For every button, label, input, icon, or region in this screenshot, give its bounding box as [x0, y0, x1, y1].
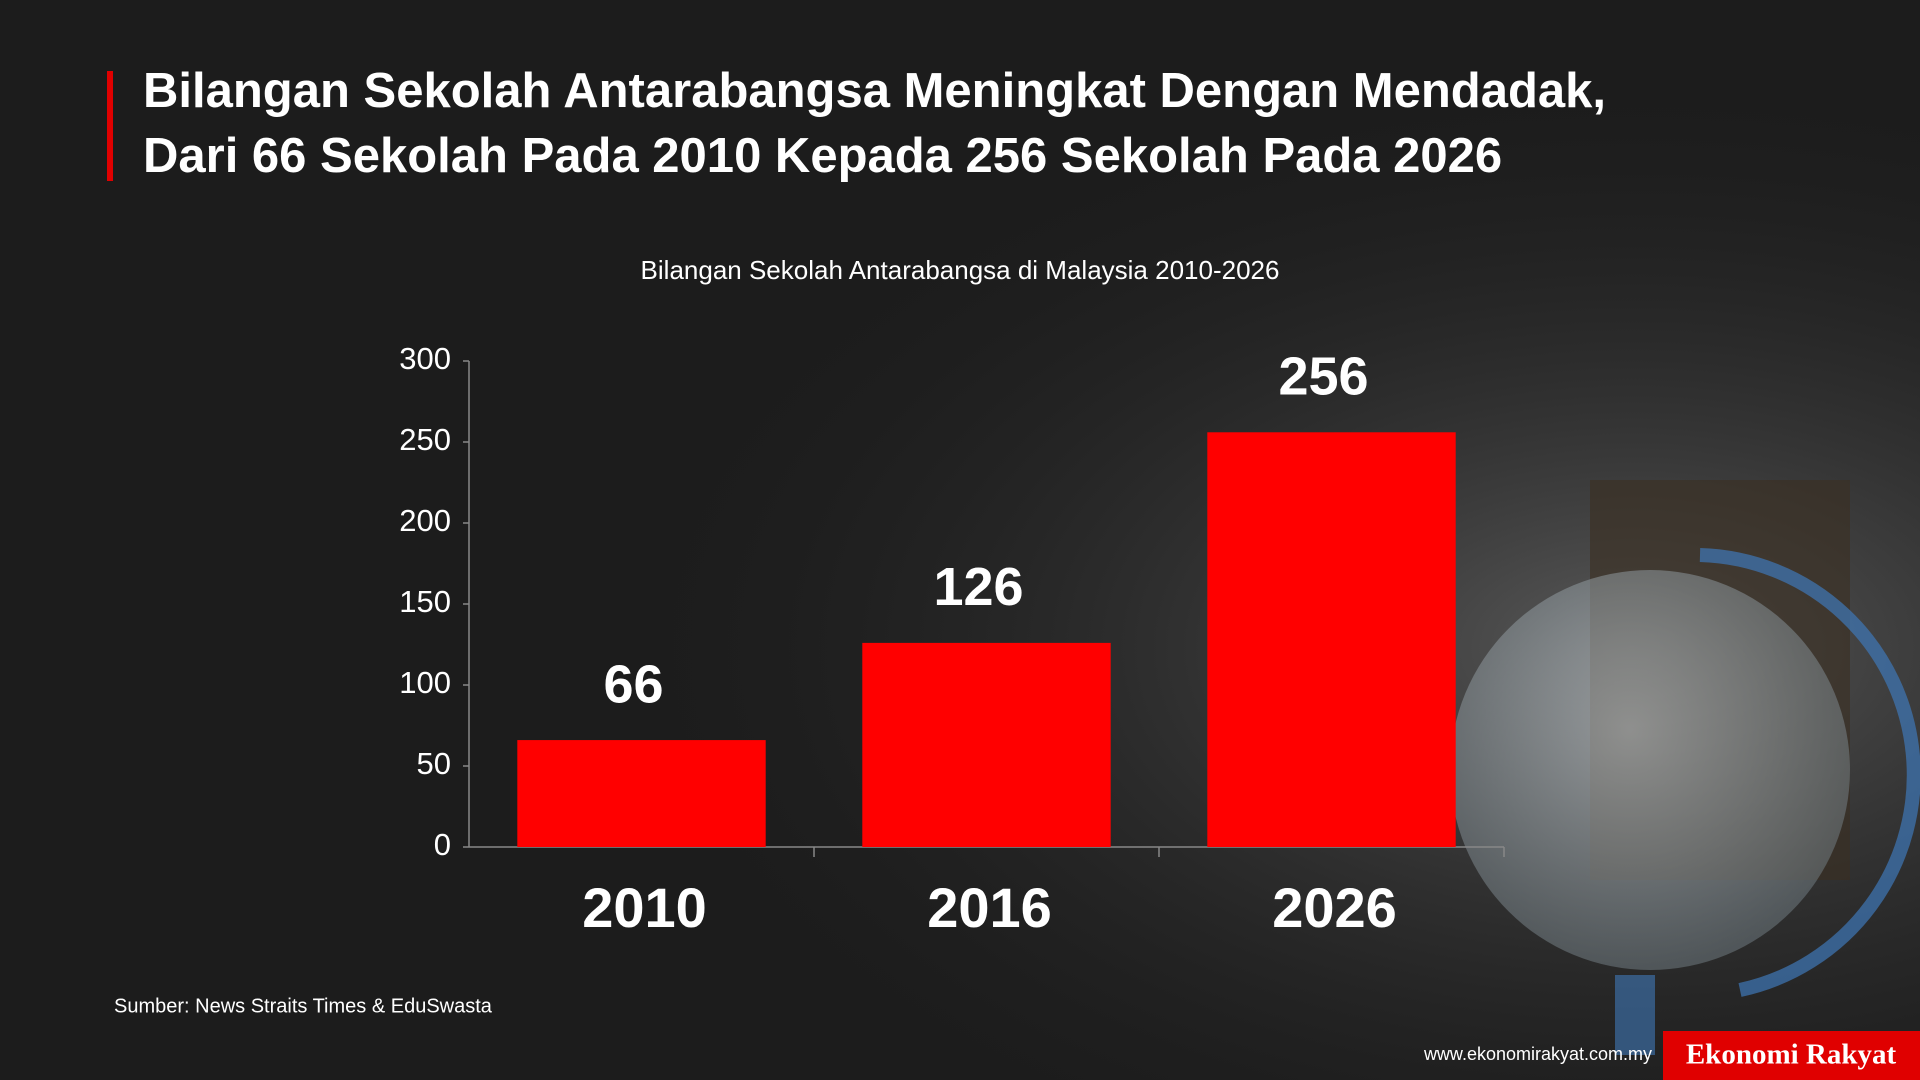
decor-globe [1450, 570, 1850, 970]
website: www.ekonomirakyat.com.my [1423, 1044, 1652, 1064]
decor-globe-stand [1615, 975, 1655, 1055]
value-label: 126 [933, 557, 1023, 617]
y-tick-label: 150 [399, 584, 451, 619]
x-tick-label: 2010 [582, 876, 707, 939]
bar [1207, 432, 1456, 847]
decor-globe-ring [1699, 548, 1920, 997]
value-label: 256 [1278, 347, 1368, 407]
chart-title: Bilangan Sekolah Antarabangsa Meningkat … [143, 64, 1606, 118]
source: Sumber: News Straits Times & EduSwasta [114, 995, 493, 1017]
y-tick-label: 300 [399, 341, 451, 376]
x-tick-label: 2026 [1272, 876, 1397, 939]
y-tick-label: 50 [417, 746, 451, 781]
brand: Ekonomi Rakyat [1686, 1039, 1897, 1071]
y-tick-label: 100 [399, 665, 451, 700]
chart-title: Dari 66 Sekolah Pada 2010 Kepada 256 Sek… [143, 129, 1502, 183]
y-tick-label: 200 [399, 503, 451, 538]
y-tick-label: 0 [434, 827, 451, 862]
y-tick-label: 250 [399, 422, 451, 457]
chart-subtitle: Bilangan Sekolah Antarabangsa di Malaysi… [641, 255, 1280, 285]
title-accent [107, 71, 113, 181]
x-tick-label: 2016 [927, 876, 1052, 939]
bar [517, 740, 766, 847]
brand-box [1663, 1031, 1920, 1080]
value-label: 66 [603, 654, 663, 714]
bar [862, 642, 1111, 847]
